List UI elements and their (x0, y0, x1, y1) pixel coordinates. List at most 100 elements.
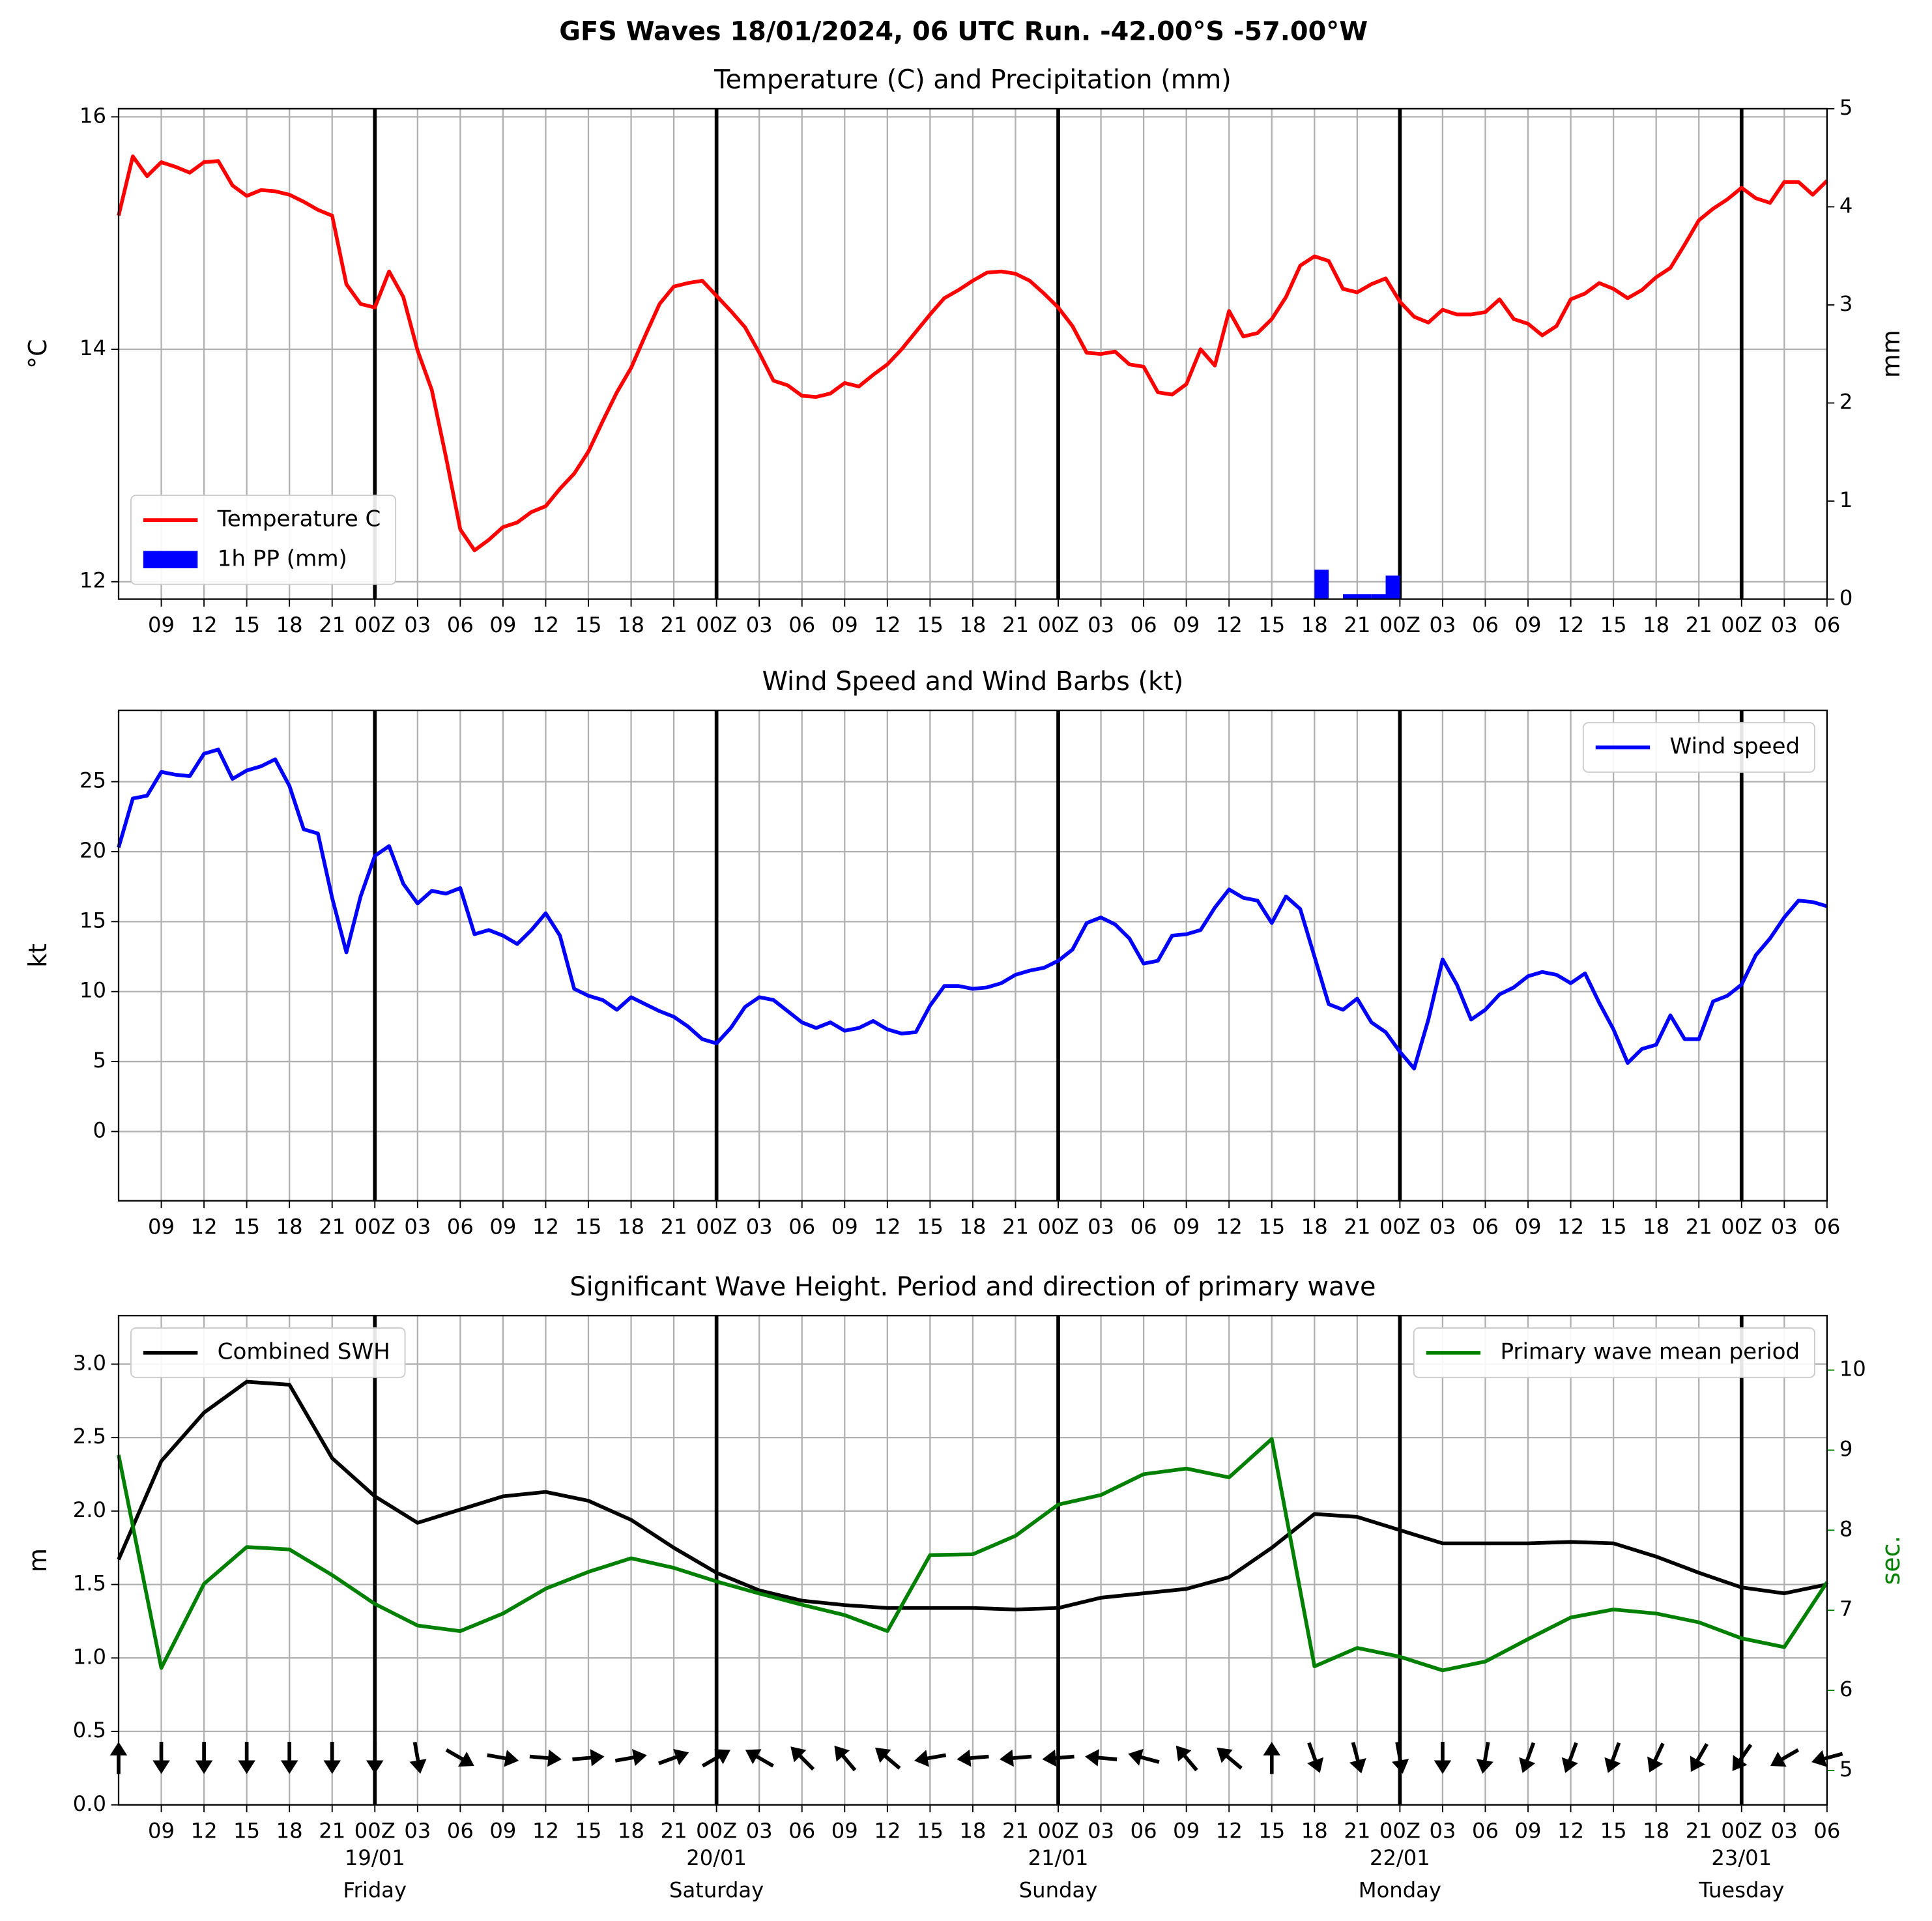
x-tick-label: 12 (1557, 1214, 1584, 1239)
x-tick-label: 12 (532, 1818, 559, 1843)
x-tick-label: 15 (1258, 1818, 1285, 1843)
wave-direction-arrow (238, 1742, 255, 1774)
wave-direction-arrow (1391, 1741, 1409, 1774)
legend: Combined SWH (130, 1327, 406, 1378)
x-tick-label: 09 (1515, 1214, 1542, 1239)
y-tick-label: 0.5 (73, 1718, 106, 1742)
x-tick-label: 00Z (696, 1214, 737, 1239)
x-tick-label: 00Z (1379, 1818, 1420, 1843)
x-tick-label: 09 (831, 1818, 858, 1843)
wave-direction-arrow (834, 1745, 857, 1772)
x-tick-label: 06 (1813, 1818, 1840, 1843)
y2-tick-label: 1 (1839, 487, 1853, 512)
y-tick-label: 2.5 (73, 1424, 106, 1449)
wave-direction-arrow (487, 1750, 519, 1767)
x-tick-label: 09 (831, 1214, 858, 1239)
wave-direction-arrow (1263, 1742, 1281, 1774)
precip-bar (1342, 594, 1357, 599)
x-tick-label: 15 (1600, 1214, 1627, 1239)
wave-direction-arrow (195, 1742, 213, 1774)
precip-bar (1371, 594, 1386, 599)
precip-bar (1385, 575, 1400, 599)
x-tick-label: 06 (447, 613, 474, 637)
x-tick-label: 03 (1088, 1818, 1114, 1843)
wave-direction-arrow (657, 1748, 689, 1765)
y-tick-label: 14 (79, 336, 106, 360)
wave-direction-arrow (999, 1749, 1032, 1767)
x-tick-label: 09 (489, 1818, 516, 1843)
legend-label: Temperature C (217, 506, 381, 532)
legend-box (1582, 722, 1815, 773)
series-line (117, 747, 1828, 1071)
x-tick-label: 12 (532, 613, 559, 637)
legend: Primary wave mean period (1413, 1327, 1815, 1378)
y-tick-label: 2.0 (73, 1497, 106, 1522)
x-tick-label: 21 (1686, 613, 1712, 637)
x-tick-label: 21 (1002, 1214, 1029, 1239)
x-tick-label: 06 (1813, 613, 1840, 637)
x-tick-label: 12 (1216, 613, 1243, 637)
y2-tick-label: 2 (1839, 389, 1853, 414)
x-tick-label: 18 (276, 1214, 303, 1239)
y2-tick-label: 8 (1839, 1516, 1853, 1541)
wave-direction-arrow (280, 1742, 298, 1774)
x-tick-label: 09 (148, 613, 175, 637)
x-tick-label: 15 (575, 1818, 602, 1843)
x-tick-label: 03 (746, 613, 773, 637)
series-line (117, 154, 1828, 553)
x-tick-label: 15 (1258, 613, 1285, 637)
legend: Temperature C 1h PP (mm) (130, 495, 397, 585)
x-tick-label: 00Z (1721, 613, 1762, 637)
wave-direction-arrow (914, 1750, 947, 1767)
x-tick-label: 06 (1131, 1818, 1157, 1843)
x-tick-label: 21 (661, 1818, 687, 1843)
x-tick-label: 00Z (1037, 613, 1078, 637)
x-tick-label: 18 (276, 1818, 303, 1843)
wave-direction-arrow (1349, 1742, 1366, 1774)
x-tick-label: 06 (1472, 613, 1499, 637)
wave-direction-arrow (1647, 1742, 1665, 1773)
wave-direction-arrow (1042, 1749, 1074, 1767)
x-tick-label: 00Z (1721, 1818, 1762, 1843)
y-axis-label: kt (23, 944, 52, 968)
date-label: 21/01 (1028, 1845, 1089, 1870)
y2-tick-label: 5 (1839, 95, 1853, 120)
x-tick-label: 09 (1173, 1818, 1200, 1843)
wave-direction-arrow (1770, 1748, 1800, 1767)
x-tick-label: 12 (874, 613, 901, 637)
x-tick-label: 21 (1686, 1214, 1712, 1239)
panel-title: Significant Wave Height. Period and dire… (570, 1272, 1376, 1302)
x-tick-label: 18 (1643, 613, 1669, 637)
wave-direction-arrow (1732, 1743, 1753, 1771)
x-tick-label: 03 (1429, 1214, 1456, 1239)
y2-tick-label: 9 (1839, 1436, 1853, 1461)
x-tick-label: 21 (661, 613, 687, 637)
date-label: 19/01 (345, 1845, 405, 1870)
x-tick-label: 15 (917, 1214, 944, 1239)
wave-direction-arrow (1519, 1742, 1536, 1773)
wave-direction-arrow (1604, 1742, 1621, 1773)
x-tick-label: 21 (319, 1818, 345, 1843)
y2-tick-label: 10 (1839, 1357, 1866, 1381)
x-tick-label: 21 (1002, 613, 1029, 637)
wave-direction-arrow (1128, 1748, 1160, 1766)
x-tick-label: 12 (191, 1214, 218, 1239)
wave-direction-arrow (701, 1749, 730, 1768)
y-axis-label: m (23, 1548, 52, 1572)
x-tick-label: 21 (661, 1214, 687, 1239)
y-tick-label: 1.5 (73, 1571, 106, 1596)
x-tick-label: 00Z (354, 1818, 396, 1843)
x-tick-label: 15 (233, 613, 260, 637)
panel-title: Temperature (C) and Precipitation (mm) (714, 65, 1232, 95)
x-tick-label: 18 (618, 1818, 644, 1843)
x-tick-label: 00Z (1379, 1214, 1420, 1239)
x-tick-label: 12 (1557, 1818, 1584, 1843)
wave-direction-arrow (366, 1742, 384, 1774)
day-label: Saturday (669, 1877, 764, 1902)
x-tick-label: 15 (233, 1214, 260, 1239)
x-tick-label: 18 (959, 1818, 986, 1843)
x-tick-label: 00Z (1379, 613, 1420, 637)
x-tick-label: 03 (404, 1818, 431, 1843)
x-tick-label: 21 (1002, 1818, 1029, 1843)
wave-direction-arrow (745, 1749, 774, 1768)
